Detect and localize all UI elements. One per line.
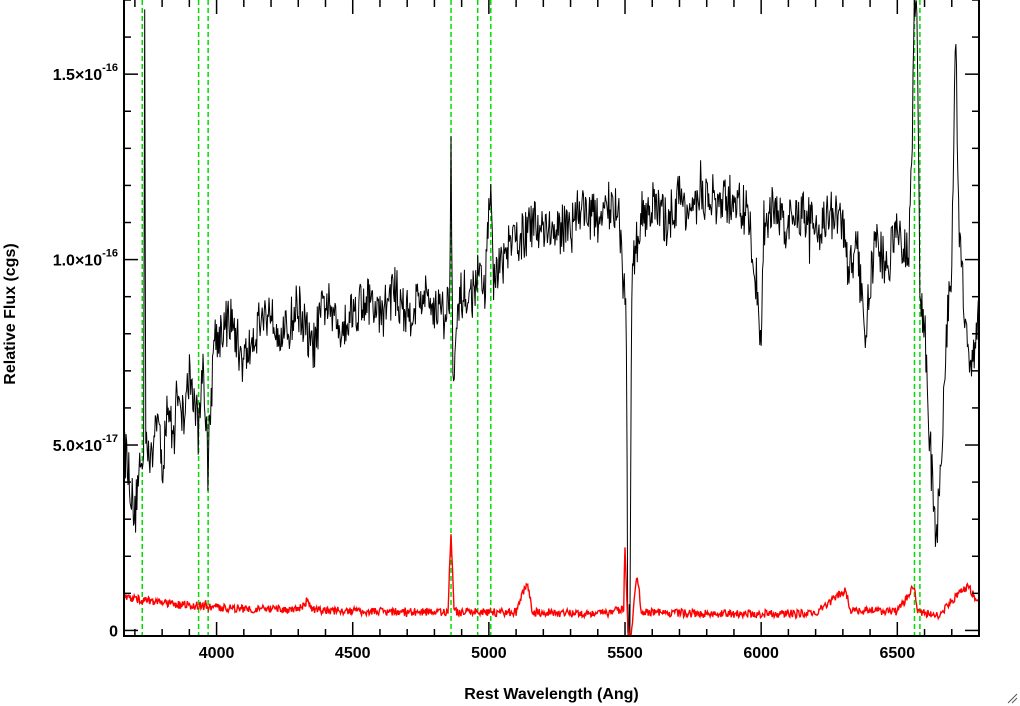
series-layer — [124, 0, 979, 636]
y-tick-mantissa-1: 5.0×10 — [53, 438, 102, 455]
y-tick-exponent-1: -17 — [102, 433, 118, 445]
x-tick-label-3: 5500 — [607, 645, 643, 662]
x-axis-ticks: 4000 4500 5000 5500 6000 6500 — [134, 0, 980, 662]
emission-line-markers — [141, 0, 921, 636]
y-tick-label-0: 0 — [109, 623, 118, 640]
y-tick-label-1: 5.0×10-17 — [53, 433, 118, 455]
y-tick-mantissa-3: 1.5×10 — [53, 67, 102, 84]
plot-frame — [123, 0, 980, 637]
x-tick-label-0: 4000 — [199, 645, 235, 662]
y-tick-exponent-2: -16 — [102, 248, 118, 260]
x-tick-label-1: 4500 — [335, 645, 371, 662]
x-tick-label-5: 6500 — [880, 645, 916, 662]
series-line-1 — [124, 534, 979, 636]
y-tick-label-2: 1.0×10-16 — [53, 248, 118, 270]
y-tick-exponent-3: -16 — [102, 62, 118, 74]
y-tick-mantissa-0: 0 — [109, 623, 118, 640]
y-tick-mantissa-2: 1.0×10 — [53, 253, 102, 270]
series-line-0 — [124, 0, 979, 636]
y-tick-label-3: 1.5×10-16 — [53, 62, 118, 84]
y-axis-ticks: 05.0×10-171.0×10-161.5×10-16 — [53, 0, 979, 640]
resize-grip-icon[interactable] — [1006, 692, 1018, 704]
x-tick-label-4: 6000 — [743, 645, 779, 662]
x-axis-label: Rest Wavelength (Ang) — [464, 686, 639, 703]
x-tick-label-2: 5000 — [471, 645, 507, 662]
y-axis-label: Relative Flux (cgs) — [2, 243, 19, 384]
